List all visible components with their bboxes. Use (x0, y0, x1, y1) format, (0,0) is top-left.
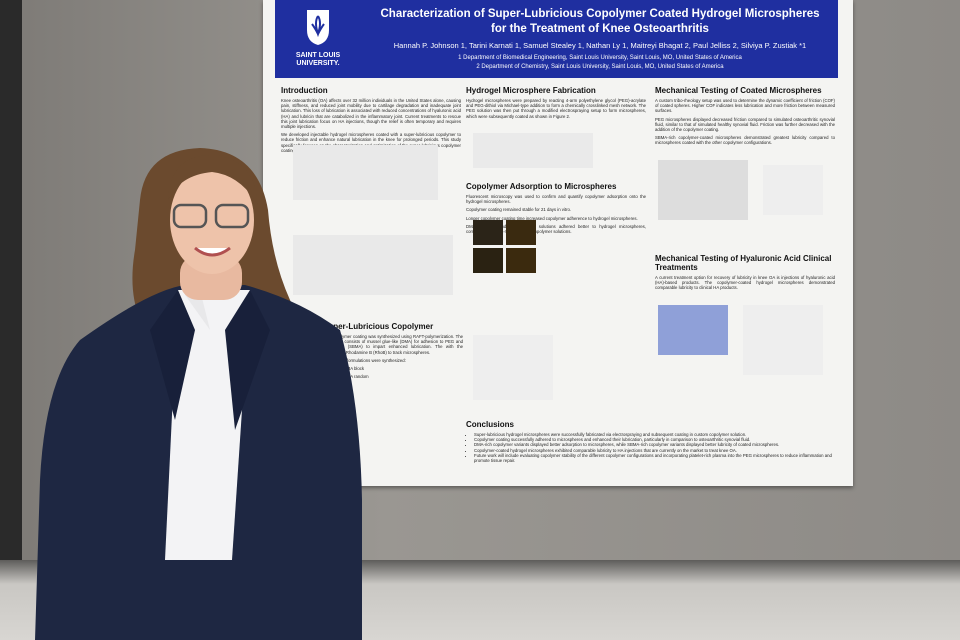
logo-crest (307, 10, 329, 45)
micrograph (473, 220, 503, 245)
paragraph: SBMA-rich copolymer-coated microspheres … (655, 135, 835, 146)
table-figure (658, 305, 728, 355)
section-heading: Mechanical Testing of Coated Microsphere… (655, 86, 822, 95)
figure (473, 133, 593, 168)
section-heading: Conclusions (466, 420, 515, 429)
paragraph: Longer copolymer coating time increased … (466, 215, 638, 221)
paragraph: The copolymer coating was synthesized us… (323, 334, 463, 355)
poster-header: SAINT LOUIS UNIVERSITY. Characterization… (275, 0, 838, 78)
affiliation: 2 Department of Chemistry, Saint Louis U… (476, 64, 724, 70)
figure (293, 235, 453, 295)
paragraph: Fluorescent microscopy was used to confi… (466, 194, 646, 205)
paragraph: Hydrogel microspheres were prepared by r… (466, 98, 646, 119)
affiliation: 1 Department of Biomedical Engineering, … (458, 55, 742, 61)
bullet: DMA-rich copolymer variants displayed be… (474, 442, 836, 447)
figure (473, 335, 553, 400)
figure (743, 305, 823, 375)
micrograph (506, 220, 536, 245)
section-heading: Hydrogel Microsphere Fabrication (466, 86, 596, 95)
logo-text: SAINT LOUIS UNIVERSITY. (295, 52, 341, 67)
bullet: Super-lubricious hydrogel microspheres w… (474, 432, 836, 437)
micrograph (506, 248, 536, 273)
section-heading: Mechanical Testing of Hyaluronic Acid Cl… (655, 254, 832, 272)
poster-section: Mechanical Testing of Hyaluronic Acid Cl… (655, 254, 835, 294)
wall-frame (0, 0, 22, 640)
section-heading: Super-Lubricious Copolymer (323, 322, 434, 331)
bullet: Copolymer coating successfully adhered t… (474, 437, 836, 442)
figure (658, 160, 748, 220)
poster-title: Characterization of Super-Lubricious Cop… (380, 8, 820, 20)
paragraph: Knee osteoarthritis (OA) affects over 32… (281, 98, 461, 130)
bullet: Copolymer-coated hydrogel microspheres e… (474, 448, 836, 453)
poster-title: for the Treatment of Knee Osteoarthritis (491, 23, 709, 35)
section-heading: Introduction (281, 86, 328, 95)
paragraph: DMA:SBMA formulations were synthesized: (323, 357, 406, 363)
paragraph: A current treatment option for recovery … (655, 275, 835, 291)
figure (293, 145, 438, 200)
bullet-list: Super-lubricious hydrogel microspheres w… (466, 432, 836, 463)
authors: Hannah P. Johnson 1, Tarini Karnati 1, S… (393, 41, 807, 50)
poster-section: Mechanical Testing of Coated Microsphere… (655, 86, 835, 149)
paragraph: A custom tribo-rheology setup was used t… (655, 98, 835, 114)
section-heading: Copolymer Adsorption to Microspheres (466, 182, 617, 191)
poster: SAINT LOUIS UNIVERSITY. Characterization… (263, 0, 853, 486)
poster-section: Hydrogel Microsphere Fabrication Hydrogel… (466, 86, 646, 122)
paragraph: Copolymer coating remained stable for 21… (466, 207, 572, 213)
micrograph (473, 248, 503, 273)
paragraph: PEG microspheres displayed decreased fri… (655, 116, 835, 133)
poster-section: Conclusions Super-lubricious hydrogel mic… (466, 420, 836, 463)
bullet: Future work will include evaluating copo… (474, 453, 836, 463)
figure (763, 165, 823, 215)
